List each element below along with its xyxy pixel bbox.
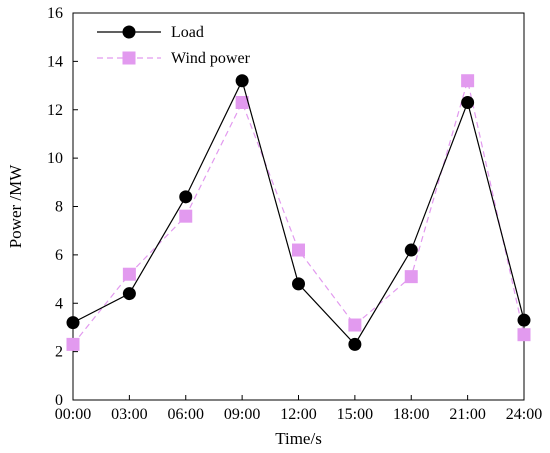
legend-wind-power-label: Wind power <box>171 50 251 67</box>
load-point <box>348 337 362 351</box>
wind-power-point <box>235 95 249 109</box>
wind-power-point <box>517 328 531 342</box>
y-tick-label: 16 <box>47 5 63 22</box>
legend-load-marker <box>122 25 136 39</box>
x-tick-label: 18:00 <box>393 406 429 423</box>
legend-wind-power-marker <box>122 51 136 65</box>
x-tick-label: 06:00 <box>168 406 204 423</box>
load-point <box>461 95 475 109</box>
y-axis-ticks: 0 2 4 6 8 10 12 14 16 <box>47 5 78 409</box>
load-line <box>72 79 525 346</box>
x-tick-label: 15:00 <box>337 406 373 423</box>
x-tick-label: 09:00 <box>224 406 260 423</box>
x-tick-label: 24:00 <box>506 406 542 423</box>
y-tick-label: 14 <box>47 53 63 70</box>
wind-power-line <box>72 80 525 345</box>
series-group <box>66 74 531 351</box>
x-tick-label: 00:00 <box>55 406 91 423</box>
load-point <box>66 316 80 330</box>
y-axis-label: Power /MW <box>6 164 25 249</box>
x-tick-label: 03:00 <box>111 406 147 423</box>
y-tick-label: 6 <box>55 247 63 264</box>
x-tick-label: 12:00 <box>280 406 316 423</box>
wind-power-point <box>292 243 305 257</box>
wind-power-point <box>461 74 475 88</box>
y-tick-label: 12 <box>47 102 63 119</box>
wind-power-point <box>66 337 80 351</box>
wind-power-point <box>348 318 362 332</box>
wind-power-point <box>179 209 193 223</box>
load-point <box>517 313 531 327</box>
load-point <box>404 243 418 257</box>
y-tick-label: 10 <box>47 150 63 167</box>
plot-area-frame <box>72 12 525 401</box>
legend: Load Wind power <box>97 24 251 67</box>
wind-power-point <box>122 267 136 281</box>
y-tick-label: 4 <box>55 295 63 312</box>
x-axis-label: Time/s <box>275 429 322 448</box>
y-tick-label: 0 <box>55 392 63 409</box>
legend-load-label: Load <box>171 24 204 41</box>
y-tick-label: 8 <box>55 199 63 216</box>
load-point <box>235 74 249 88</box>
load-point <box>292 277 305 291</box>
x-axis-ticks: 00:00 03:00 06:00 09:00 12:00 15:00 18:00 21:00… <box>55 395 542 423</box>
load-point <box>122 287 136 301</box>
load-point <box>179 190 193 204</box>
x-tick-label: 21:00 <box>449 406 485 423</box>
wind-power-point <box>404 270 418 284</box>
y-tick-label: 2 <box>55 344 63 361</box>
